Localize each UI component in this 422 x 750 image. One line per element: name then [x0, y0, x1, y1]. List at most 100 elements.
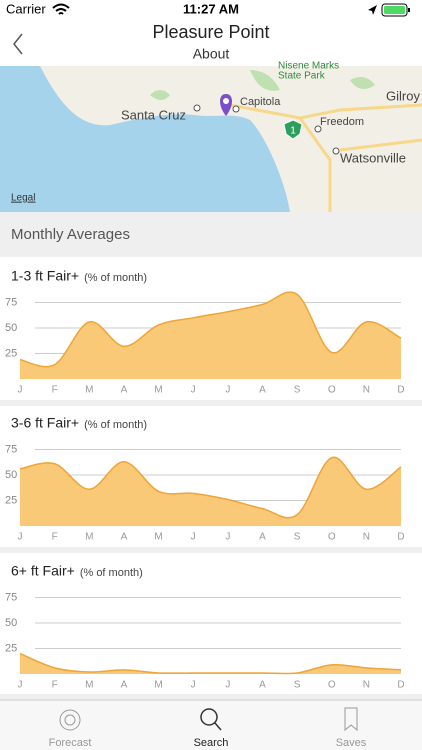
x-tick-label: N [363, 385, 370, 396]
x-tick-label: M [154, 385, 162, 396]
battery [381, 3, 408, 17]
map-dot [314, 125, 322, 133]
tab-label: Saves [336, 737, 367, 749]
search-icon [214, 722, 222, 731]
map-label: Freedom [320, 116, 364, 128]
map-park [150, 70, 375, 100]
x-tick-label: M [154, 680, 162, 691]
back-button[interactable] [13, 33, 23, 55]
chart-subtitle: (% of month) [80, 567, 143, 579]
x-tick-label: A [121, 385, 128, 396]
x-tick-label: J [225, 532, 230, 543]
y-tick-label: 25 [5, 494, 17, 506]
nav-title: Pleasure Point [152, 22, 269, 42]
tab-label: Search [194, 737, 229, 749]
map-label: Nisene Marks [278, 61, 339, 72]
saves-icon [344, 707, 358, 732]
map-label: Capitola [240, 96, 281, 108]
y-tick-label: 25 [5, 347, 17, 359]
battery-level [384, 6, 405, 14]
x-tick-label: A [259, 532, 266, 543]
x-tick-label: D [397, 532, 404, 543]
x-tick-label: F [52, 385, 58, 396]
y-tick-label: 25 [5, 642, 17, 654]
separator [0, 694, 422, 700]
y-tick-label: 50 [5, 617, 17, 629]
map-dot [332, 147, 340, 155]
search-icon [200, 708, 218, 726]
x-tick-label: N [363, 532, 370, 543]
separator [0, 547, 422, 553]
map-label: Santa Cruz [121, 107, 186, 122]
x-tick-label: A [121, 680, 128, 691]
x-tick-label: O [328, 680, 336, 691]
x-tick-label: N [363, 680, 370, 691]
section-title: Monthly Averages [11, 226, 130, 243]
chart-title: 6+ ft Fair+ [11, 563, 75, 579]
wifi-icon [52, 3, 70, 15]
x-tick-label: A [259, 680, 266, 691]
highway-number: 1 [290, 126, 296, 137]
tab[interactable]: Forecast [49, 709, 92, 749]
x-tick-label: S [294, 385, 301, 396]
x-tick-label: O [328, 532, 336, 543]
x-tick-label: S [294, 680, 301, 691]
area [20, 292, 401, 379]
map-water [0, 66, 290, 212]
map-label: State Park [278, 71, 326, 82]
section-header [0, 212, 422, 257]
x-tick-label: J [18, 680, 23, 691]
x-tick-label: J [191, 532, 196, 543]
carrier: Carrier [6, 1, 46, 16]
area [20, 653, 401, 674]
area [20, 457, 401, 526]
x-tick-label: S [294, 532, 301, 543]
x-tick-label: O [328, 385, 336, 396]
location-icon [368, 5, 377, 15]
x-tick-label: A [259, 385, 266, 396]
x-tick-label: J [191, 680, 196, 691]
y-tick-label: 50 [5, 469, 17, 481]
chart-subtitle: (% of month) [84, 419, 147, 431]
x-tick-label: M [85, 532, 93, 543]
map-legal[interactable]: Legal [11, 193, 35, 204]
tab[interactable]: Saves [336, 707, 367, 749]
y-tick-label: 75 [5, 296, 17, 308]
line [19, 456, 402, 519]
forecast-icon [59, 709, 81, 731]
map-pin [220, 94, 232, 116]
map-label: Watsonville [340, 150, 406, 165]
x-tick-label: J [18, 532, 23, 543]
x-tick-label: F [52, 680, 58, 691]
highway-shield [283, 119, 303, 140]
map-pin-dot [223, 98, 229, 104]
x-tick-label: D [397, 680, 404, 691]
x-tick-label: A [121, 532, 128, 543]
map-label: Gilroy [386, 88, 420, 103]
map-dot [193, 104, 201, 112]
line [19, 291, 402, 368]
x-tick-label: D [397, 385, 404, 396]
line [19, 652, 402, 675]
separator [0, 400, 422, 406]
map[interactable]: Nisene Marks State Park Gilroy Santa Cru… [0, 61, 422, 212]
nav-subtitle: About [193, 46, 230, 62]
x-tick-label: M [154, 532, 162, 543]
tab[interactable]: Search [194, 708, 229, 749]
clock: 11:27 AM [183, 1, 239, 16]
forecast-icon [64, 714, 76, 726]
chart-title: 1-3 ft Fair+ [11, 268, 79, 284]
map-road [229, 103, 422, 212]
x-tick-label: J [191, 385, 196, 396]
y-tick-label: 75 [5, 443, 17, 455]
chart-subtitle: (% of month) [84, 272, 147, 284]
x-tick-label: M [85, 680, 93, 691]
battery-tip [408, 8, 410, 12]
x-tick-label: J [225, 680, 230, 691]
y-tick-label: 50 [5, 322, 17, 334]
chart-title: 3-6 ft Fair+ [11, 415, 79, 431]
x-tick-label: F [52, 532, 58, 543]
x-tick-label: J [18, 385, 23, 396]
y-tick-label: 75 [5, 591, 17, 603]
